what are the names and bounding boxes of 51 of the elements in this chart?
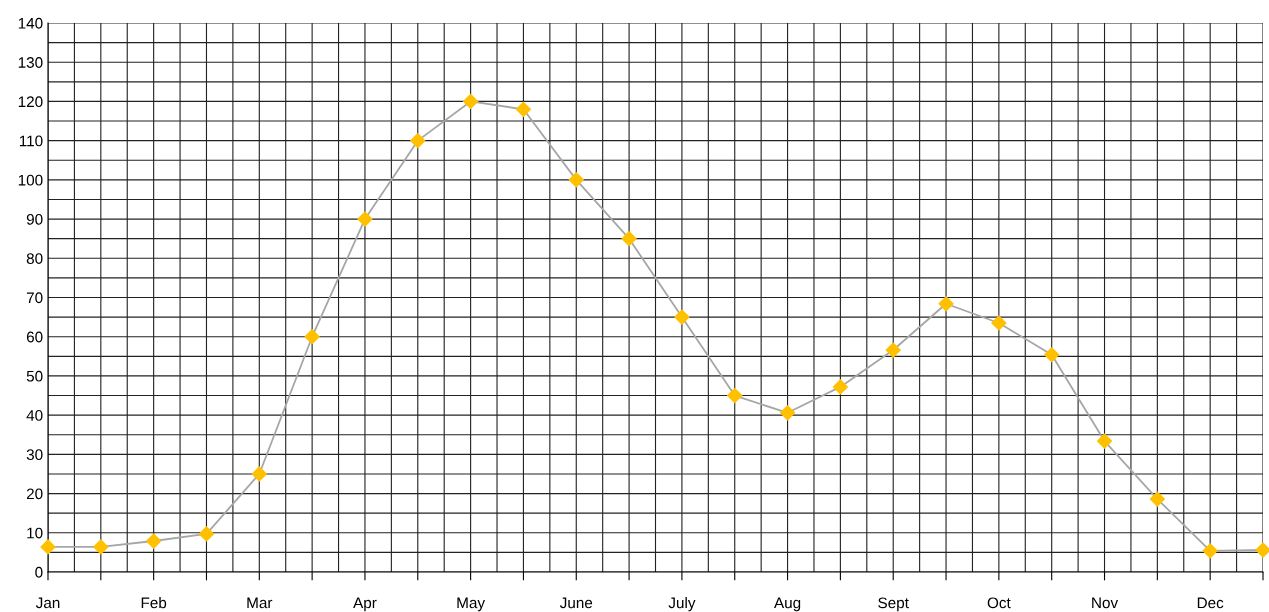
y-tick-label: 70 bbox=[26, 292, 43, 304]
y-tick-label: 30 bbox=[26, 449, 43, 461]
x-tick-label: Dec bbox=[1197, 597, 1224, 609]
point bbox=[463, 93, 479, 109]
point bbox=[515, 101, 532, 117]
point bbox=[727, 387, 743, 404]
y-tick-label: 10 bbox=[27, 527, 43, 539]
x-tick-label: Sept bbox=[878, 597, 909, 612]
x-tick-label: June bbox=[559, 597, 593, 609]
y-tick-label: 40 bbox=[26, 410, 43, 421]
point bbox=[991, 315, 1007, 331]
x-tick-label: Oct bbox=[987, 597, 1011, 609]
point bbox=[146, 533, 162, 549]
point bbox=[1096, 433, 1113, 449]
y-tick-label: 20 bbox=[26, 488, 43, 500]
x-tick-label: May bbox=[457, 597, 486, 612]
x-tick-label: Jan bbox=[35, 597, 60, 609]
y-tick-label: 50 bbox=[26, 370, 43, 382]
y-tick-label: 0 bbox=[35, 566, 43, 578]
point bbox=[674, 309, 690, 325]
point bbox=[357, 211, 373, 227]
y-tick-label: 110 bbox=[19, 135, 43, 147]
y-tick-label: 100 bbox=[18, 174, 43, 186]
point bbox=[304, 329, 320, 345]
point bbox=[93, 539, 109, 555]
point bbox=[568, 172, 584, 188]
x-tick-label: Apr bbox=[353, 597, 377, 612]
point bbox=[410, 133, 426, 149]
x-tick-label: July bbox=[668, 597, 696, 612]
x-tick-label: Nov bbox=[1092, 597, 1119, 609]
x-tick-label: Mar bbox=[247, 597, 273, 609]
y-tick-label: 120 bbox=[18, 96, 43, 108]
y-tick-label: 130 bbox=[18, 57, 43, 68]
x-tick-label: Feb bbox=[141, 597, 167, 609]
y-tick-label: 60 bbox=[26, 331, 43, 343]
point bbox=[40, 539, 56, 555]
point bbox=[779, 405, 796, 421]
point bbox=[1149, 491, 1165, 507]
point bbox=[1202, 543, 1218, 559]
point bbox=[251, 466, 267, 482]
y-tick-label: 140 bbox=[18, 17, 43, 29]
point bbox=[1044, 347, 1060, 363]
point bbox=[1255, 542, 1269, 558]
point bbox=[621, 231, 637, 247]
point bbox=[938, 296, 954, 312]
x-tick-label: Aug bbox=[774, 597, 801, 612]
point bbox=[832, 379, 848, 395]
point bbox=[198, 526, 215, 542]
point bbox=[885, 342, 901, 358]
y-tick-label: 80 bbox=[26, 253, 43, 264]
y-tick-label: 90 bbox=[26, 213, 43, 225]
